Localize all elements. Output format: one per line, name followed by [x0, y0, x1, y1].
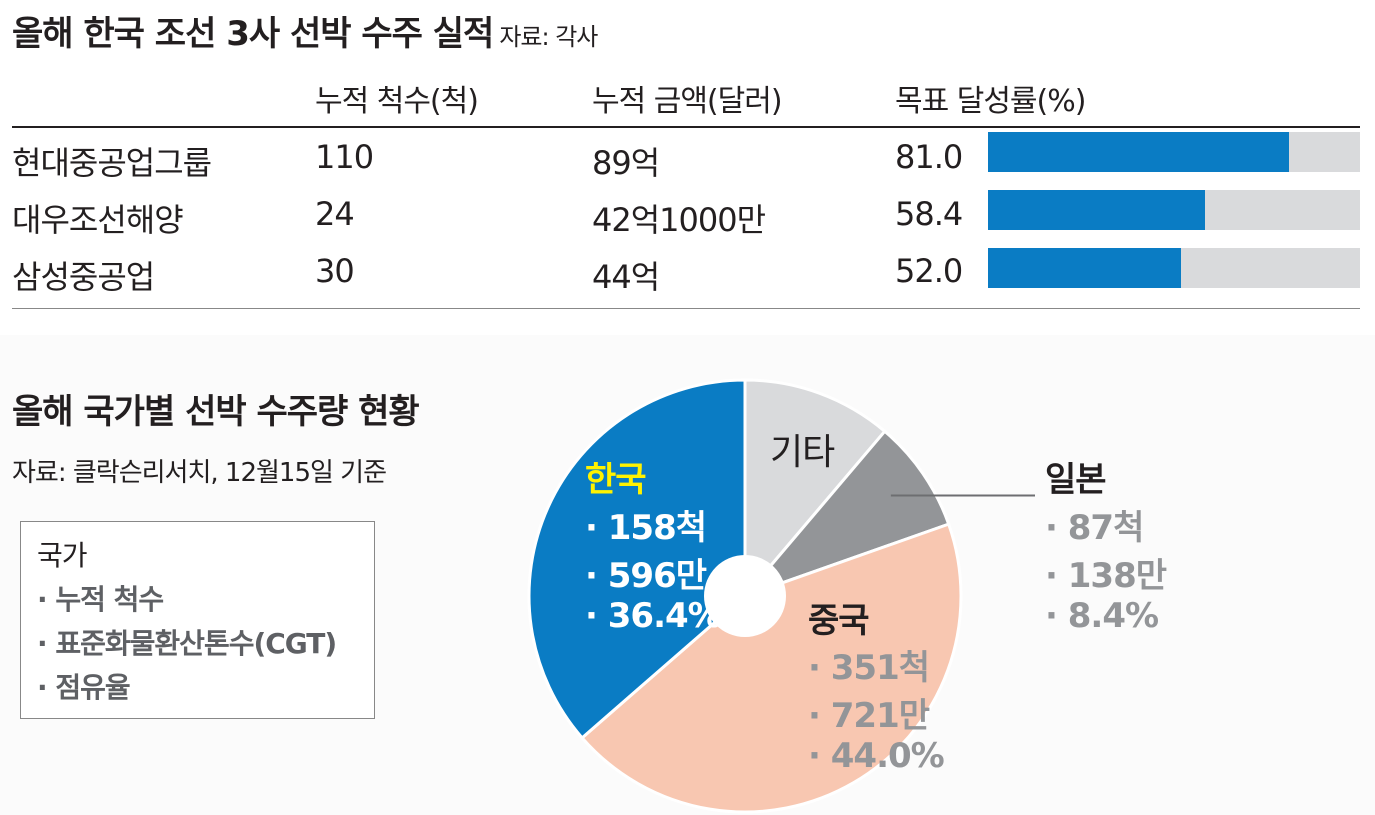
japan-share: · 8.4%: [1045, 596, 1159, 636]
japan-cgt: · 138만: [1045, 556, 1167, 596]
pie-slice-other: [743, 378, 887, 601]
row-company: 현대중공업그룹: [12, 144, 212, 182]
table-title-text: 올해 한국 조선 3사 선박 수주 실적: [12, 14, 494, 54]
japan-ships: · 87척: [1045, 508, 1144, 548]
row-amount: 89억: [592, 144, 660, 182]
china-share: · 44.0%: [808, 736, 945, 776]
row-amount: 44억: [592, 258, 660, 296]
bar-track: [988, 190, 1360, 230]
pie-slice-japan: [740, 429, 951, 600]
slice-label-japan: 일본: [1045, 460, 1107, 500]
slice-label-other: 기타: [770, 432, 835, 473]
header-amount: 누적 금액(달러): [592, 84, 783, 119]
bar-track: [988, 132, 1360, 172]
legend-title: 국가: [37, 539, 88, 572]
korea-ships: · 158척: [585, 508, 707, 548]
row-rate: 52.0: [895, 252, 963, 290]
slice-label-korea: 한국: [585, 460, 647, 500]
table-top-rule: [12, 126, 1360, 128]
bar-track: [988, 248, 1360, 288]
row-rate: 58.4: [895, 195, 963, 233]
pie-title: 올해 국가별 선박 수주량 현황: [12, 392, 420, 432]
pie-source: 자료: 클락슨리서치, 12월15일 기준: [12, 458, 387, 488]
pie-hole: [704, 555, 786, 637]
legend-item-cgt: · 표준화물환산톤수(CGT): [37, 627, 337, 660]
bar-fill-1: [988, 190, 1206, 230]
legend-item-ships: · 누적 척수: [37, 583, 164, 616]
korea-share: · 36.4%: [585, 596, 722, 636]
row-company: 삼성중공업: [12, 258, 155, 296]
table-title: 올해 한국 조선 3사 선박 수주 실적 자료: 각사: [12, 6, 598, 55]
row-ships: 110: [315, 138, 374, 176]
row-amount: 42억1000만: [592, 201, 766, 239]
legend-box: 국가 · 누적 척수 · 표준화물환산톤수(CGT) · 점유율: [20, 521, 375, 719]
pie-slice-korea: [527, 378, 747, 740]
table-source: 자료: 각사: [499, 23, 598, 51]
header-rate: 목표 달성률(%): [895, 84, 1086, 119]
china-cgt: · 721만: [808, 696, 930, 736]
row-ships: 24: [315, 195, 355, 233]
pie-slice-china: [579, 522, 963, 814]
bar-fill-2: [988, 248, 1182, 288]
row-company: 대우조선해양: [12, 201, 184, 239]
slice-label-china: 중국: [808, 601, 870, 641]
header-ships: 누적 척수(척): [315, 84, 479, 119]
row-rate: 81.0: [895, 138, 963, 176]
legend-item-share: · 점유율: [37, 671, 131, 704]
bar-fill-0: [988, 132, 1290, 172]
korea-cgt: · 596만: [585, 556, 707, 596]
china-ships: · 351척: [808, 648, 930, 688]
row-ships: 30: [315, 252, 355, 290]
table-bottom-rule: [12, 308, 1360, 309]
